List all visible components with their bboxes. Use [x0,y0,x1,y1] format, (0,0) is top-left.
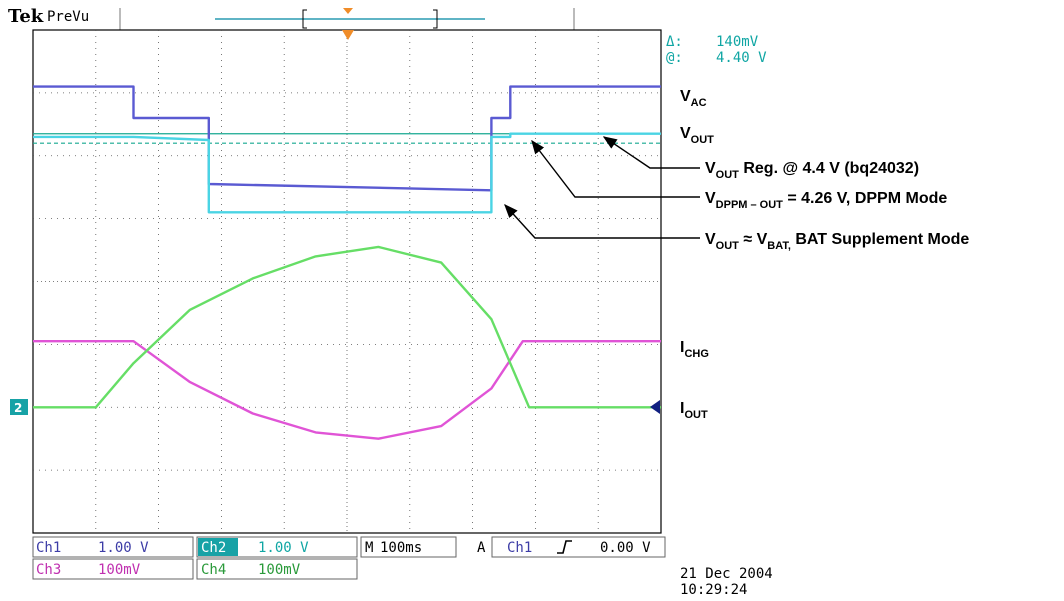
delta-label: Δ: [666,34,683,50]
mode-label: PreVu [47,9,89,25]
trigger-position-icon [343,8,353,14]
brand-logo: Tek [8,6,44,27]
trace-ch2 [33,132,661,214]
date-readout: 21 Dec 2004 [680,566,773,582]
time-readout: 10:29:24 [680,582,747,598]
delta-value: 140mV [716,34,759,50]
ch4-label: Ch4 [201,562,226,578]
timebase-value: 100ms [380,540,422,556]
arrow-vout-reg [602,136,700,169]
label-iout: IOUT [680,400,708,421]
cursor-readout: Δ: 140mV @: 4.40 V [666,34,767,66]
graticule [32,29,662,534]
svg-text:2: 2 [14,401,22,415]
trigger-marker-icon [342,30,354,40]
ch4-scale: 100mV [258,562,301,578]
trigger-source: Ch1 [507,540,532,556]
ch1-label: Ch1 [36,540,61,556]
at-label: @: [666,50,683,66]
trace-ch4 [33,245,661,409]
label-ichg: ICHG [680,339,709,360]
annotation-vout-reg: VOUT Reg. @ 4.4 V (bq24032) [705,160,919,181]
waveform-traces [33,85,661,440]
trigger-level-marker-icon [650,400,660,414]
record-preview-bar [215,8,485,29]
annotation-vdppm: VDPPM – OUT = 4.26 V, DPPM Mode [705,190,947,211]
arrow-vbat [504,203,700,239]
label-vac: VAC [680,88,707,109]
ch1-scale: 1.00 V [98,540,149,556]
trace-ch1 [33,85,661,192]
at-value: 4.40 V [716,50,767,66]
ch3-scale: 100mV [98,562,141,578]
ch2-ground-marker: 2 [10,399,28,415]
ch2-scale: 1.00 V [258,540,309,556]
label-vout: VOUT [680,125,714,146]
timebase-label: M [365,540,373,556]
arrow-vdppm [531,139,700,198]
trigger-mode: A [477,540,486,556]
annotation-arrows [504,136,700,239]
ch3-label: Ch3 [36,562,61,578]
trigger-level: 0.00 V [600,540,651,556]
annotation-vbat: VOUT ≈ VBAT, BAT Supplement Mode [705,231,969,252]
ch2-label: Ch2 [201,540,226,556]
rising-edge-icon [557,540,572,554]
trace-ch3 [33,340,661,440]
